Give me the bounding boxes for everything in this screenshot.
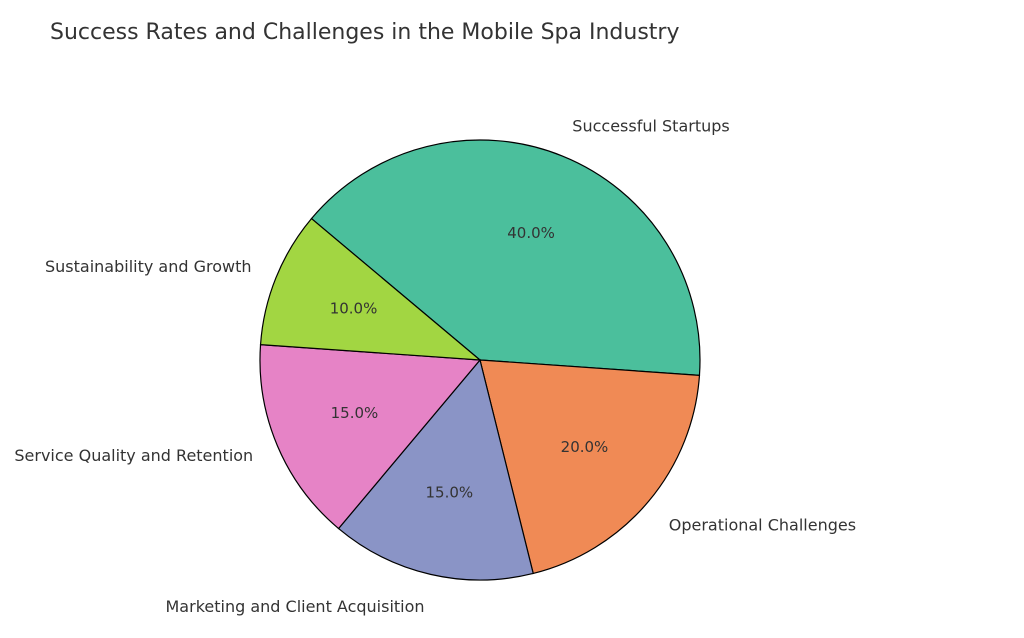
pie-slice-label: Sustainability and Growth <box>45 257 252 276</box>
pie-percent-label: 10.0% <box>330 299 378 317</box>
pie-slice-label: Marketing and Client Acquisition <box>166 597 425 616</box>
pie-percent-label: 15.0% <box>425 483 473 501</box>
pie-percent-label: 15.0% <box>331 404 379 422</box>
pie-slice-label: Operational Challenges <box>669 515 856 534</box>
pie-slice-label: Service Quality and Retention <box>14 446 253 465</box>
pie-chart: 40.0% 20.0% 15.0% 15.0% 10.0% Successful Star… <box>0 0 1024 638</box>
pie-percent-label: 40.0% <box>507 224 555 242</box>
pie-slice-label: Successful Startups <box>572 117 729 136</box>
pie-percent-label: 20.0% <box>561 438 609 456</box>
